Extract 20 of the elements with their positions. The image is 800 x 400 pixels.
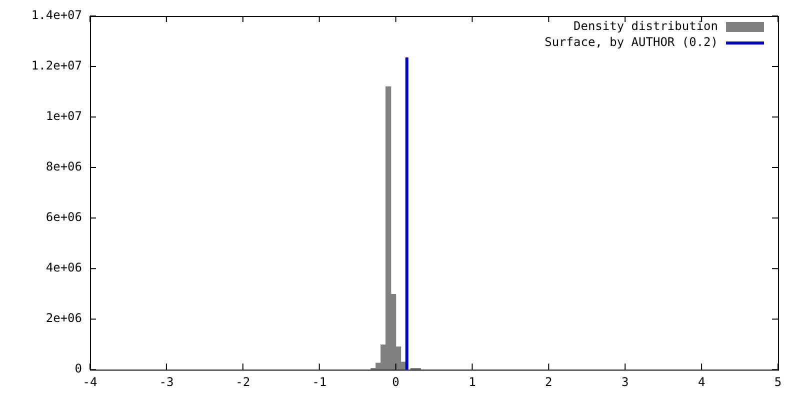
y-tick-label: 1e+07 <box>46 109 82 124</box>
y-tick-label: 4e+06 <box>46 260 82 275</box>
x-tick-label: 1 <box>468 374 476 389</box>
x-tick-label: -4 <box>82 374 98 389</box>
y-tick-label: 6e+06 <box>46 210 82 224</box>
x-tick-label: -2 <box>236 374 250 389</box>
legend-label: Density distribution <box>574 19 718 34</box>
x-tick-label: 0 <box>392 374 400 389</box>
x-tick-label: -3 <box>159 374 174 389</box>
y-tick-label: 0 <box>74 362 82 376</box>
legend-label: Surface, by AUTHOR (0.2) <box>544 35 718 50</box>
x-tick-label: 3 <box>621 374 629 389</box>
y-tick-label: 8e+06 <box>46 160 82 174</box>
y-tick-label: 1.2e+07 <box>31 58 82 73</box>
x-tick-label: -1 <box>312 374 327 389</box>
y-tick-label: 1.4e+07 <box>31 8 82 22</box>
x-tick-label: 5 <box>774 374 782 389</box>
y-tick-label: 2e+06 <box>46 311 82 326</box>
x-tick-label: 2 <box>545 374 552 389</box>
x-tick-label: 4 <box>698 374 706 389</box>
